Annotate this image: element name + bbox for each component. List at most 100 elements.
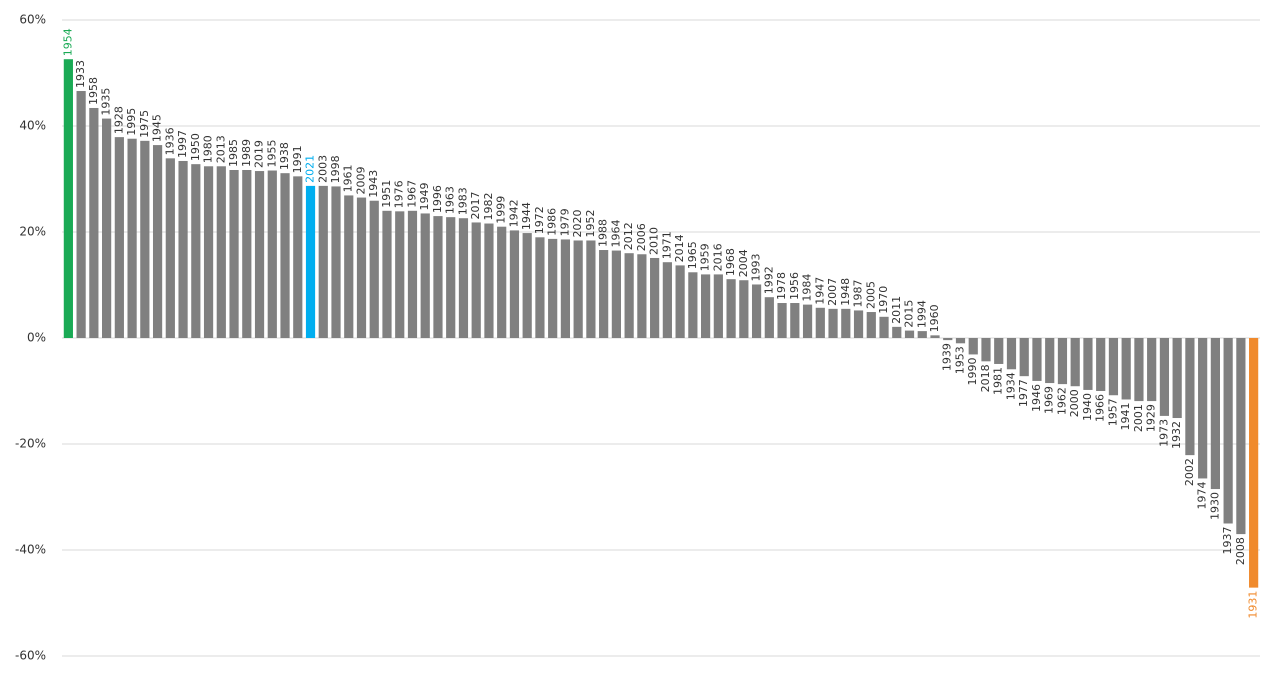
data-label: 2021 — [304, 155, 317, 183]
data-label: 1989 — [240, 139, 253, 167]
bar — [76, 91, 86, 339]
bar — [242, 169, 252, 338]
data-label: 1966 — [1094, 394, 1107, 422]
data-label: 1932 — [1170, 421, 1183, 449]
bar — [955, 338, 966, 344]
bar — [497, 226, 507, 338]
bar — [1032, 338, 1042, 381]
bar — [165, 158, 175, 338]
bar — [331, 186, 341, 338]
bar — [637, 254, 647, 338]
data-label: 1975 — [138, 110, 151, 138]
data-label: 2007 — [826, 278, 839, 306]
bar — [267, 170, 277, 338]
bar — [701, 274, 711, 338]
bar — [841, 308, 851, 338]
bar — [509, 230, 520, 338]
bar — [152, 145, 163, 338]
bar — [1147, 338, 1157, 402]
bar — [344, 195, 354, 338]
data-label: 1953 — [954, 346, 967, 374]
data-label: 1967 — [405, 180, 418, 208]
data-label: 1935 — [100, 88, 113, 116]
data-label: 1961 — [342, 164, 355, 192]
bar — [293, 176, 303, 338]
data-label: 2002 — [1183, 458, 1196, 486]
data-label: 1936 — [163, 127, 176, 155]
data-label: 1938 — [278, 142, 291, 170]
y-tick-label: -60% — [15, 649, 46, 663]
data-label: 1960 — [928, 304, 941, 332]
data-label: 1950 — [189, 133, 202, 161]
data-label: 2006 — [635, 223, 648, 251]
bar — [535, 237, 545, 338]
data-label: 1984 — [801, 274, 814, 302]
data-label: 1928 — [112, 106, 125, 134]
bar — [1134, 338, 1144, 402]
y-tick-label: 0% — [27, 331, 46, 345]
data-label: 2016 — [711, 243, 724, 271]
data-label: 1941 — [1119, 402, 1132, 430]
bar — [229, 169, 239, 338]
y-tick-label: -20% — [15, 437, 46, 451]
data-label: 1991 — [291, 145, 304, 173]
data-label: 1943 — [367, 170, 380, 198]
data-label: 1934 — [1004, 372, 1017, 400]
data-label: 1999 — [495, 196, 508, 224]
bar — [420, 213, 430, 338]
data-label: 1987 — [852, 279, 865, 307]
data-label: 1948 — [839, 278, 852, 306]
bar — [356, 197, 367, 338]
bar — [968, 338, 978, 355]
bar — [853, 310, 864, 338]
bar — [866, 312, 876, 338]
data-label: 1954 — [61, 28, 74, 56]
bar — [624, 253, 634, 338]
bar — [216, 166, 226, 338]
bar — [611, 250, 621, 338]
data-label: 1974 — [1196, 481, 1209, 509]
bar — [764, 297, 774, 338]
data-label: 1940 — [1081, 393, 1094, 421]
data-label: 1980 — [202, 135, 215, 163]
bar — [662, 262, 672, 338]
bar — [1159, 338, 1170, 416]
bar — [484, 223, 494, 338]
data-label: 1964 — [609, 220, 622, 248]
bar — [1236, 338, 1246, 535]
data-label: 2013 — [214, 135, 227, 163]
data-label: 1946 — [1030, 384, 1043, 412]
data-label: 1969 — [1043, 386, 1056, 414]
bar — [407, 210, 418, 338]
bar — [930, 335, 940, 338]
bar — [178, 160, 188, 338]
bar — [254, 171, 265, 338]
data-label: 1959 — [699, 243, 712, 271]
data-label: 1956 — [788, 272, 801, 300]
data-label: 1931 — [1247, 591, 1260, 619]
data-label: 1965 — [686, 241, 699, 269]
data-label: 1985 — [227, 139, 240, 167]
data-label: 1988 — [597, 219, 610, 247]
bar — [1108, 338, 1119, 396]
bar — [395, 211, 405, 338]
data-label: 1982 — [482, 193, 495, 221]
data-label: 2017 — [469, 191, 482, 219]
bar — [790, 303, 800, 338]
bar — [1223, 338, 1233, 524]
bar — [751, 284, 762, 338]
bar — [777, 303, 787, 338]
bar — [1185, 338, 1195, 456]
data-label: 2009 — [355, 167, 368, 195]
bar — [305, 185, 316, 338]
data-label: 1993 — [750, 253, 763, 281]
data-label: 2020 — [571, 209, 584, 237]
bar — [1210, 338, 1220, 490]
data-label: 1930 — [1208, 492, 1221, 520]
bar — [318, 185, 328, 338]
data-label: 1970 — [877, 286, 890, 314]
data-label: 2005 — [864, 281, 877, 309]
bar — [650, 257, 660, 338]
bar — [802, 304, 813, 338]
